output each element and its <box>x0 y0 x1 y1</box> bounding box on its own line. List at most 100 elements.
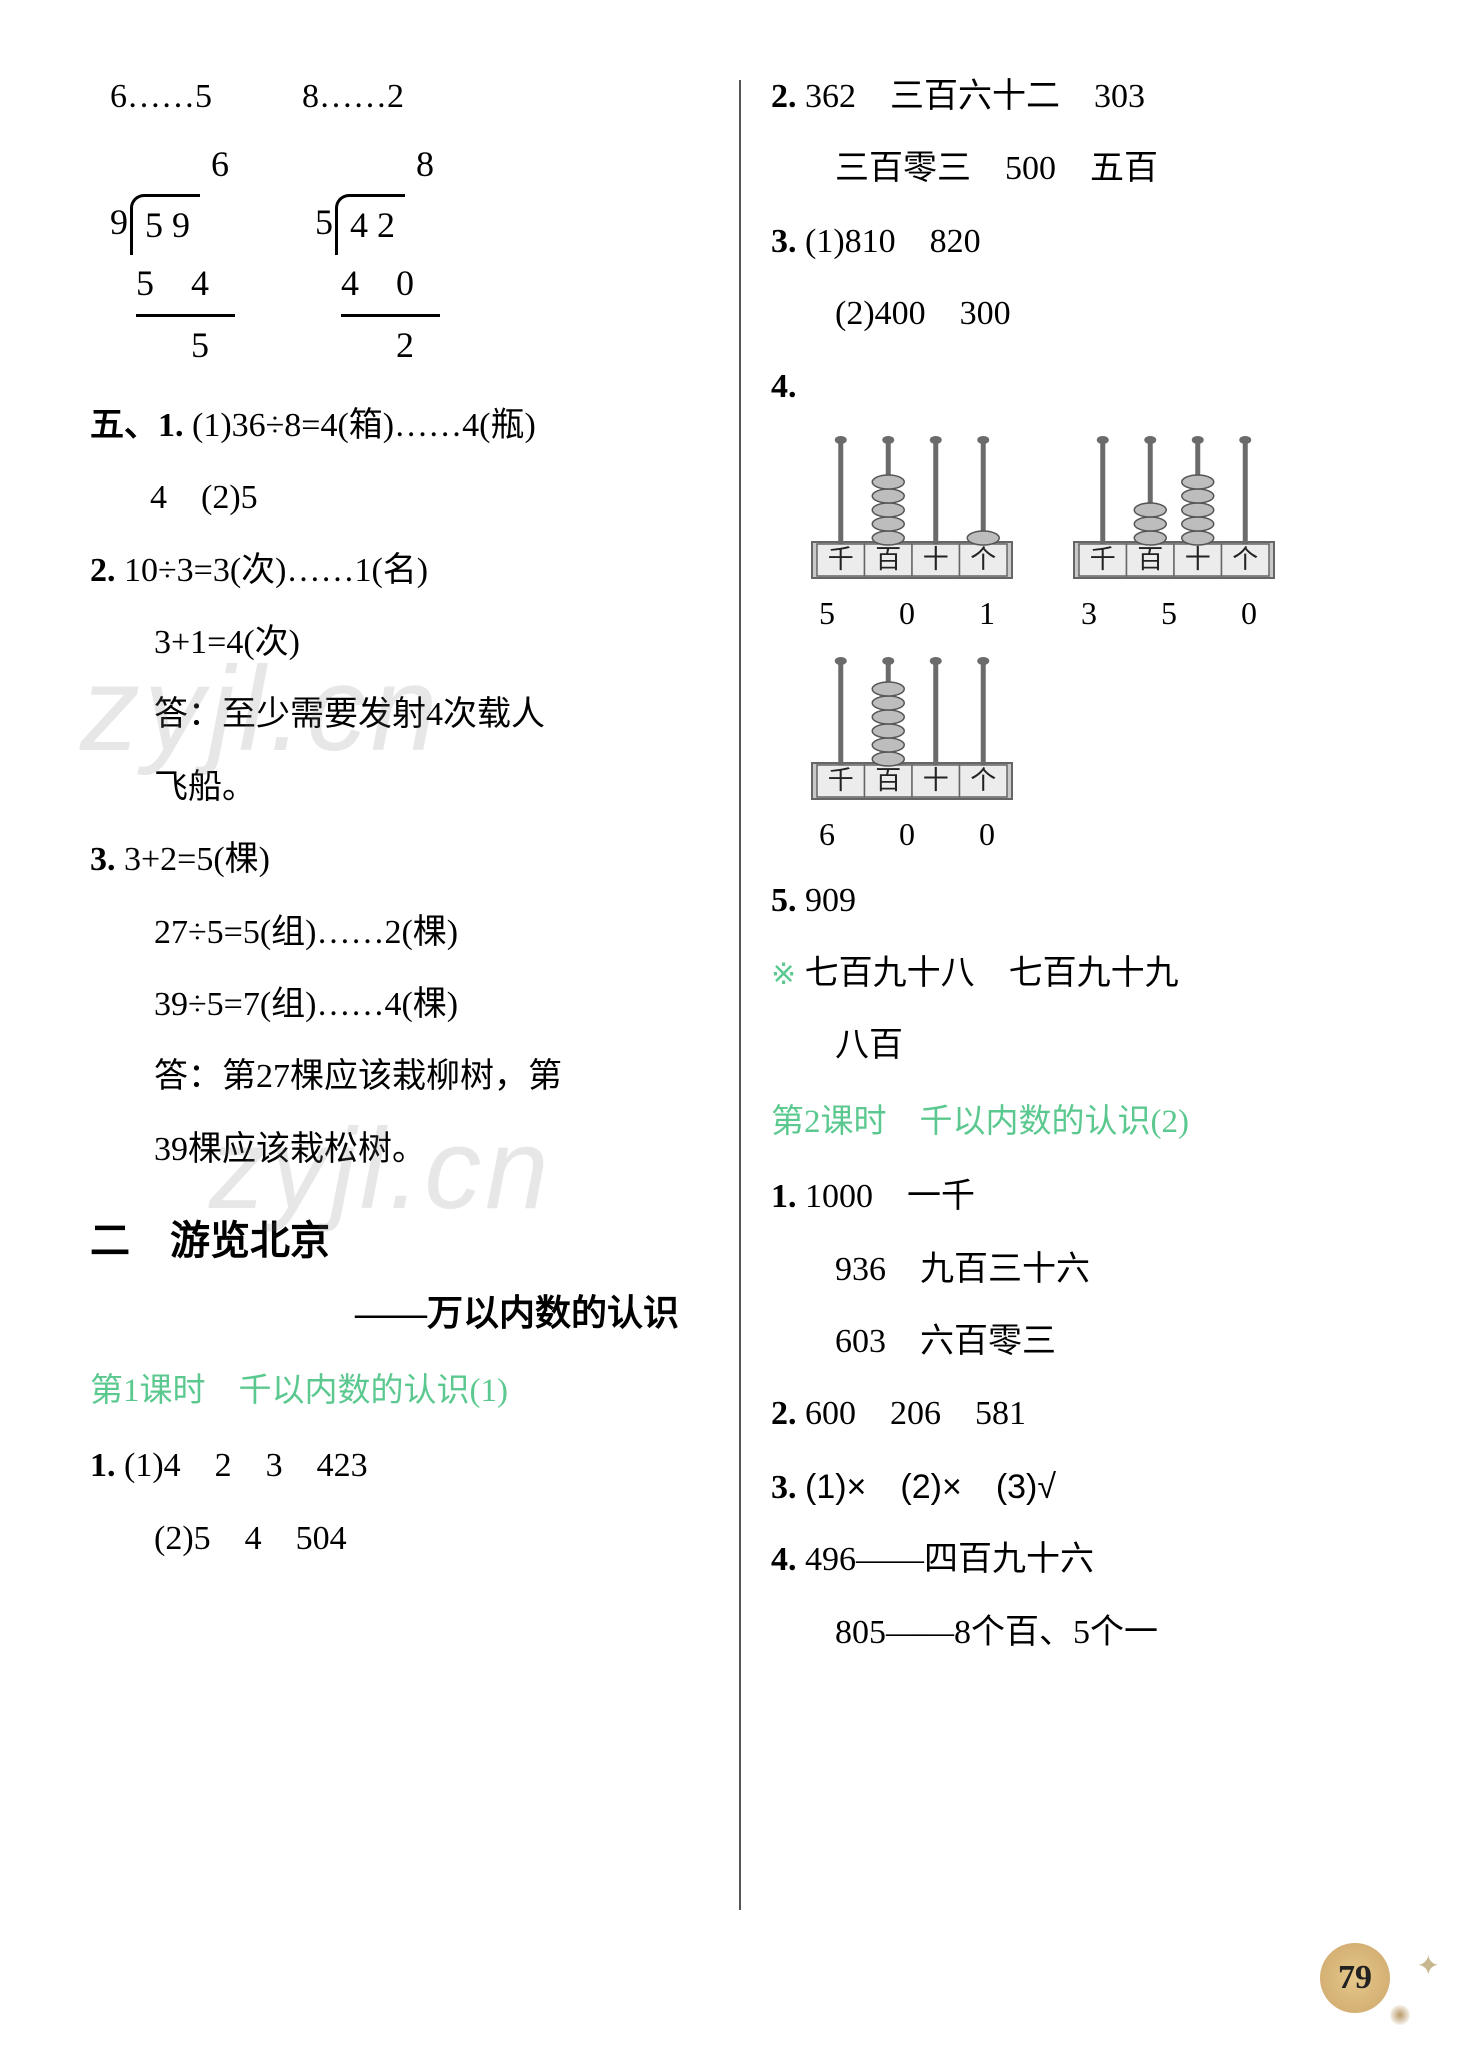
remainder: 5 <box>136 317 235 375</box>
l2-1c: 603 六百零三 <box>771 1315 1390 1369</box>
text: 10÷3=3(次)……1(名) <box>124 552 428 589</box>
label: 1. <box>90 1447 116 1484</box>
page-number-badge: 79 <box>1320 1943 1390 2013</box>
l2-2: 2. 600 206 581 <box>771 1387 1390 1441</box>
text: 362 三百六十二 303 <box>805 78 1145 115</box>
remainder: 2 <box>341 317 440 375</box>
q5-1b: 4 (2)5 <box>90 471 709 525</box>
divisor: 9 <box>110 194 130 252</box>
q5-3c: 39÷5=7(组)……4(棵) <box>90 978 709 1032</box>
r5: 5. 909 <box>771 874 1390 928</box>
svg-text:十: 十 <box>923 545 949 574</box>
star-icon: ※ <box>771 958 796 991</box>
r3: 3. (1)810 820 <box>771 215 1390 269</box>
page-content: 6……5 8……2 6 95 9 5 4 5 8 54 2 4 0 2 <box>0 0 1460 1920</box>
svg-text:百: 百 <box>875 545 901 574</box>
svg-text:十: 十 <box>1185 545 1211 574</box>
left-column: 6……5 8……2 6 95 9 5 4 5 8 54 2 4 0 2 <box>90 70 739 1920</box>
q5-3d: 答：第27棵应该栽柳树，第 <box>90 1050 709 1104</box>
text: 3+2=5(棵) <box>124 841 270 878</box>
dividend: 4 2 <box>335 194 405 255</box>
abacus-2: 千百十个 3 5 0 <box>1063 432 1285 639</box>
q5-2: 2. 10÷3=3(次)……1(名) <box>90 544 709 598</box>
q5-2d: 飞船。 <box>90 761 709 815</box>
lesson-2-title: 第2课时 千以内数的认识(2) <box>771 1096 1390 1149</box>
text: (1)4 2 3 423 <box>124 1447 368 1484</box>
r2b: 三百零三 500 五百 <box>771 142 1390 196</box>
svg-text:百: 百 <box>1137 545 1163 574</box>
svg-text:个: 个 <box>1232 545 1258 574</box>
label: 3. <box>771 1469 797 1506</box>
abacus-value: 3 5 0 <box>1063 588 1285 639</box>
subtrahend: 5 4 <box>136 255 235 313</box>
q5-1: 五、1. (1)36÷8=4(箱)……4(瓶) <box>90 399 709 453</box>
text: 496——四百九十六 <box>805 1541 1094 1578</box>
label: 2. <box>90 552 116 589</box>
label: 4. <box>771 1541 797 1578</box>
abacus-value: 5 0 1 <box>801 588 1023 639</box>
text: 1000 一千 <box>805 1178 975 1215</box>
divisor: 5 <box>315 194 335 252</box>
svg-text:千: 千 <box>828 545 854 574</box>
label: 2. <box>771 1395 797 1432</box>
abacus-svg: 千百十个 <box>807 653 1017 803</box>
abacus-svg: 千百十个 <box>807 432 1017 582</box>
text: (1)36÷8=4(箱)……4(瓶) <box>192 407 536 444</box>
quotient: 6 <box>136 136 235 194</box>
lesson-1-title: 第1课时 千以内数的认识(1) <box>90 1365 709 1418</box>
text: (1)810 820 <box>805 223 981 260</box>
text: 七百九十八 七百九十九 <box>805 955 1179 992</box>
label: 2. <box>771 78 797 115</box>
q5-2c: 答：至少需要发射4次载人 <box>90 688 709 742</box>
abacus-value: 6 0 0 <box>801 809 1023 860</box>
right-column: 2. 362 三百六十二 303 三百零三 500 五百 3. (1)810 8… <box>741 70 1390 1920</box>
subtrahend: 4 0 <box>341 255 440 313</box>
svg-text:个: 个 <box>970 766 996 795</box>
q5-3b: 27÷5=5(组)……2(棵) <box>90 906 709 960</box>
svg-text:百: 百 <box>875 766 901 795</box>
svg-text:千: 千 <box>1090 545 1116 574</box>
svg-text:个: 个 <box>970 545 996 574</box>
label: 3. <box>771 223 797 260</box>
intro-a: 6……5 <box>110 70 212 124</box>
q5-3e: 39棵应该栽松树。 <box>90 1123 709 1177</box>
l2-3: 3. (1)× (2)× (3)√ <box>771 1460 1390 1515</box>
long-division-2: 8 54 2 4 0 2 <box>315 136 440 374</box>
long-division-group: 6 95 9 5 4 5 8 54 2 4 0 2 <box>110 136 709 374</box>
text: (1)× (2)× (3)√ <box>805 1468 1056 1506</box>
decor-dot <box>1390 2005 1410 2025</box>
r3b: (2)400 300 <box>771 287 1390 341</box>
l2-1: 1. 1000 一千 <box>771 1170 1390 1224</box>
r2: 2. 362 三百六十二 303 <box>771 70 1390 124</box>
svg-text:千: 千 <box>828 766 854 795</box>
label: 3. <box>90 841 116 878</box>
l1-1b: (2)5 4 504 <box>90 1512 709 1566</box>
star-line-1: ※ 七百九十八 七百九十九 <box>771 947 1390 1001</box>
intro-b: 8……2 <box>302 70 404 124</box>
q5-2b: 3+1=4(次) <box>90 616 709 670</box>
intro-results: 6……5 8……2 <box>90 70 709 124</box>
abacus-1: 千百十个 5 0 1 <box>801 432 1023 639</box>
abacus-row-1: 千百十个 5 0 1 千百十个 3 5 0 <box>801 432 1390 639</box>
label: 5. <box>771 882 797 919</box>
long-division-1: 6 95 9 5 4 5 <box>110 136 235 374</box>
label: 4. <box>771 368 797 405</box>
q5-3: 3. 3+2=5(棵) <box>90 833 709 887</box>
section-number: 二 <box>90 1218 130 1263</box>
r4-label: 4. <box>771 360 1390 414</box>
decor-star-icon: ✦ <box>1417 1949 1440 1983</box>
label: 1. <box>771 1178 797 1215</box>
section-2-heading: 二 游览北京 <box>90 1209 709 1273</box>
l2-4b: 805——8个百、5个一 <box>771 1606 1390 1660</box>
star-line-2: 八百 <box>771 1019 1390 1073</box>
abacus-3: 千百十个 6 0 0 <box>801 653 1023 860</box>
section-title-text: 游览北京 <box>170 1218 330 1263</box>
dividend: 5 9 <box>130 194 200 255</box>
label: 五、1. <box>90 407 184 444</box>
quotient: 8 <box>341 136 440 194</box>
abacus-svg: 千百十个 <box>1069 432 1279 582</box>
svg-text:十: 十 <box>923 766 949 795</box>
text: 600 206 581 <box>805 1395 1026 1432</box>
l1-1: 1. (1)4 2 3 423 <box>90 1439 709 1493</box>
abacus-row-2: 千百十个 6 0 0 <box>801 653 1390 860</box>
